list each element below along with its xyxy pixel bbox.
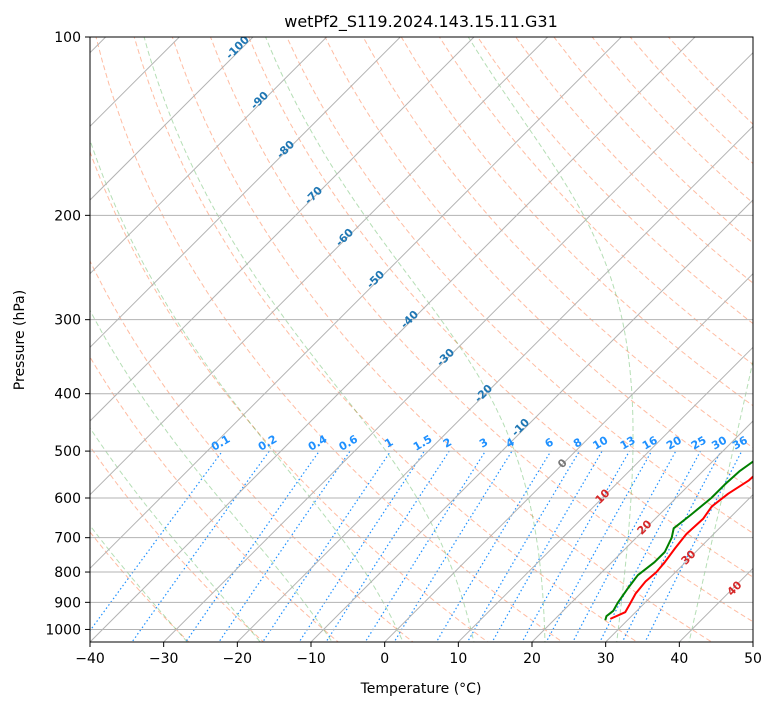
x-tick-label: 20 (523, 651, 541, 667)
moist-adiabat (759, 37, 775, 654)
dry-adiabat (90, 531, 190, 642)
plot-frame (89, 36, 754, 643)
isotherm (90, 37, 254, 201)
plot-background (90, 37, 753, 642)
dry-adiabat (90, 259, 414, 642)
y-tick-label: 400 (54, 387, 81, 403)
y-axis-label: Pressure (hPa) (12, 290, 28, 390)
dry-adiabat (477, 37, 753, 325)
x-axis-label: Temperature (°C) (360, 681, 482, 697)
moist-adiabat (265, 37, 546, 642)
y-tick-label: 1000 (45, 622, 81, 638)
isotherm (531, 420, 753, 642)
chart-title: wetPf2_S119.2024.143.15.11.G31 (284, 12, 558, 32)
isotherm (604, 493, 753, 642)
isotherm (236, 125, 753, 642)
dry-adiabat (400, 37, 753, 407)
x-tick-label: −40 (75, 651, 105, 667)
x-tick-label: 50 (744, 651, 762, 667)
isotherm (90, 37, 623, 570)
isotherm (310, 199, 753, 642)
isotherm (457, 346, 753, 642)
isotherm (90, 37, 549, 496)
dry-adiabat (133, 37, 638, 642)
x-tick-label: −10 (296, 651, 326, 667)
series-line-green (604, 460, 753, 621)
moist-adiabat (143, 37, 475, 642)
y-tick-label: 100 (54, 30, 81, 46)
x-tick-label: −30 (149, 651, 179, 667)
isotherm (162, 51, 753, 642)
dry-adiabat (248, 37, 753, 578)
isotherm (383, 272, 753, 642)
x-tick-label: 0 (380, 651, 389, 667)
x-tick-label: −20 (223, 651, 253, 667)
x-tick-label: 30 (597, 651, 615, 667)
dry-adiabat (90, 445, 265, 642)
y-tick-label: 500 (54, 444, 81, 460)
isotherm (90, 37, 475, 422)
x-tick-label: 40 (670, 651, 688, 667)
dry-adiabat (362, 37, 753, 449)
isotherm (90, 37, 328, 275)
y-tick-label: 200 (54, 208, 81, 224)
dry-adiabat (171, 37, 713, 642)
isotherm (90, 37, 181, 128)
y-tick-label: 900 (54, 595, 81, 611)
isotherm (90, 37, 696, 642)
dry-adiabat (95, 37, 564, 642)
dry-adiabat (515, 37, 753, 284)
y-tick-label: 800 (54, 565, 81, 581)
dry-adiabat (209, 37, 753, 623)
moist-adiabat (90, 309, 333, 642)
isotherm (0, 10, 59, 654)
y-tick-label: 300 (54, 313, 81, 329)
y-tick-label: 600 (54, 491, 81, 507)
y-tick-label: 700 (54, 531, 81, 547)
series-line-red (609, 475, 753, 620)
x-tick-label: 10 (449, 651, 467, 667)
moist-adiabat (90, 524, 188, 642)
isotherm (90, 37, 402, 349)
